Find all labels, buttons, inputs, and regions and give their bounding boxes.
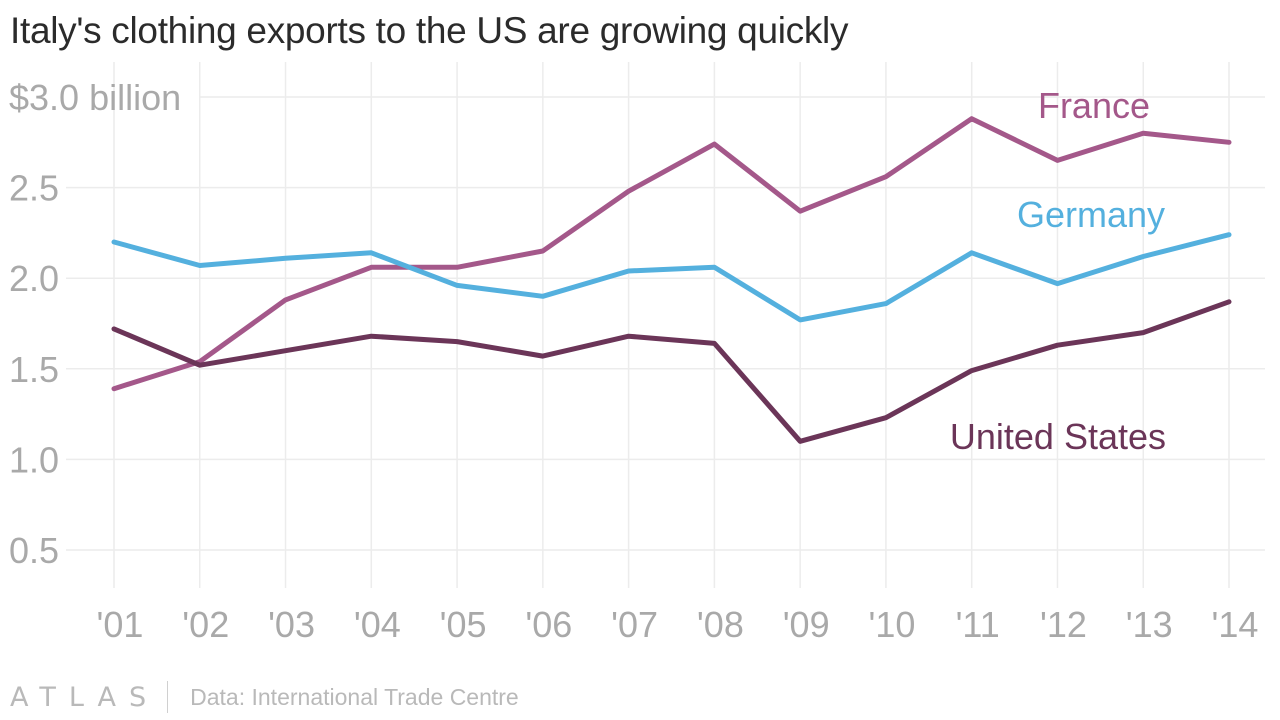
y-tick-label: 1.0: [9, 439, 59, 480]
x-axis-ticks: '01 '02 '03 '04 '05 '06 '07 '08 '09 '10 '11 '12 '13 '…: [97, 604, 1259, 645]
series-line-france: [111, 116, 1232, 392]
y-axis-ticks: 0.5 1.0 1.5 2.0 2.5 $3.0 billion: [9, 77, 181, 571]
y-tick-label: 1.5: [9, 349, 59, 390]
x-tick-label: '01: [97, 604, 144, 645]
x-tick-label: '14: [1212, 604, 1259, 645]
series-label-united-states: United States: [950, 416, 1166, 457]
series-label-france: France: [1038, 85, 1150, 126]
x-tick-label: '04: [354, 604, 401, 645]
chart-title: Italy's clothing exports to the US are g…: [10, 10, 849, 51]
x-tick-label: '10: [868, 604, 915, 645]
series-line-united-states: [111, 299, 1232, 444]
footer-divider: [167, 681, 169, 713]
source-note: Data: International Trade Centre: [190, 683, 519, 710]
footer: ATLAS Data: International Trade Centre: [10, 680, 519, 714]
x-tick-label: '02: [182, 604, 229, 645]
x-tick-label: '07: [611, 604, 658, 645]
x-tick-label: '09: [783, 604, 830, 645]
x-tick-label: '06: [525, 604, 572, 645]
x-tick-label: '08: [697, 604, 744, 645]
series-line-germany: [111, 232, 1232, 323]
series-labels: France Germany United States: [950, 85, 1166, 457]
series-lines: [111, 116, 1232, 444]
x-tick-label: '13: [1126, 604, 1173, 645]
x-tick-label: '05: [440, 604, 487, 645]
atlas-logo: ATLAS: [10, 681, 160, 713]
y-tick-label: $3.0 billion: [9, 77, 181, 118]
line-chart: 0.5 1.0 1.5 2.0 2.5 $3.0 billion '01 '02 '03 '04…: [9, 62, 1265, 645]
x-tick-label: '03: [268, 604, 315, 645]
x-tick-label: '12: [1040, 604, 1087, 645]
x-tick-label: '11: [956, 604, 1000, 645]
y-tick-label: 0.5: [9, 530, 59, 571]
grid: [66, 62, 1265, 588]
y-tick-label: 2.0: [9, 258, 59, 299]
y-tick-label: 2.5: [9, 168, 59, 209]
series-label-germany: Germany: [1017, 194, 1165, 235]
